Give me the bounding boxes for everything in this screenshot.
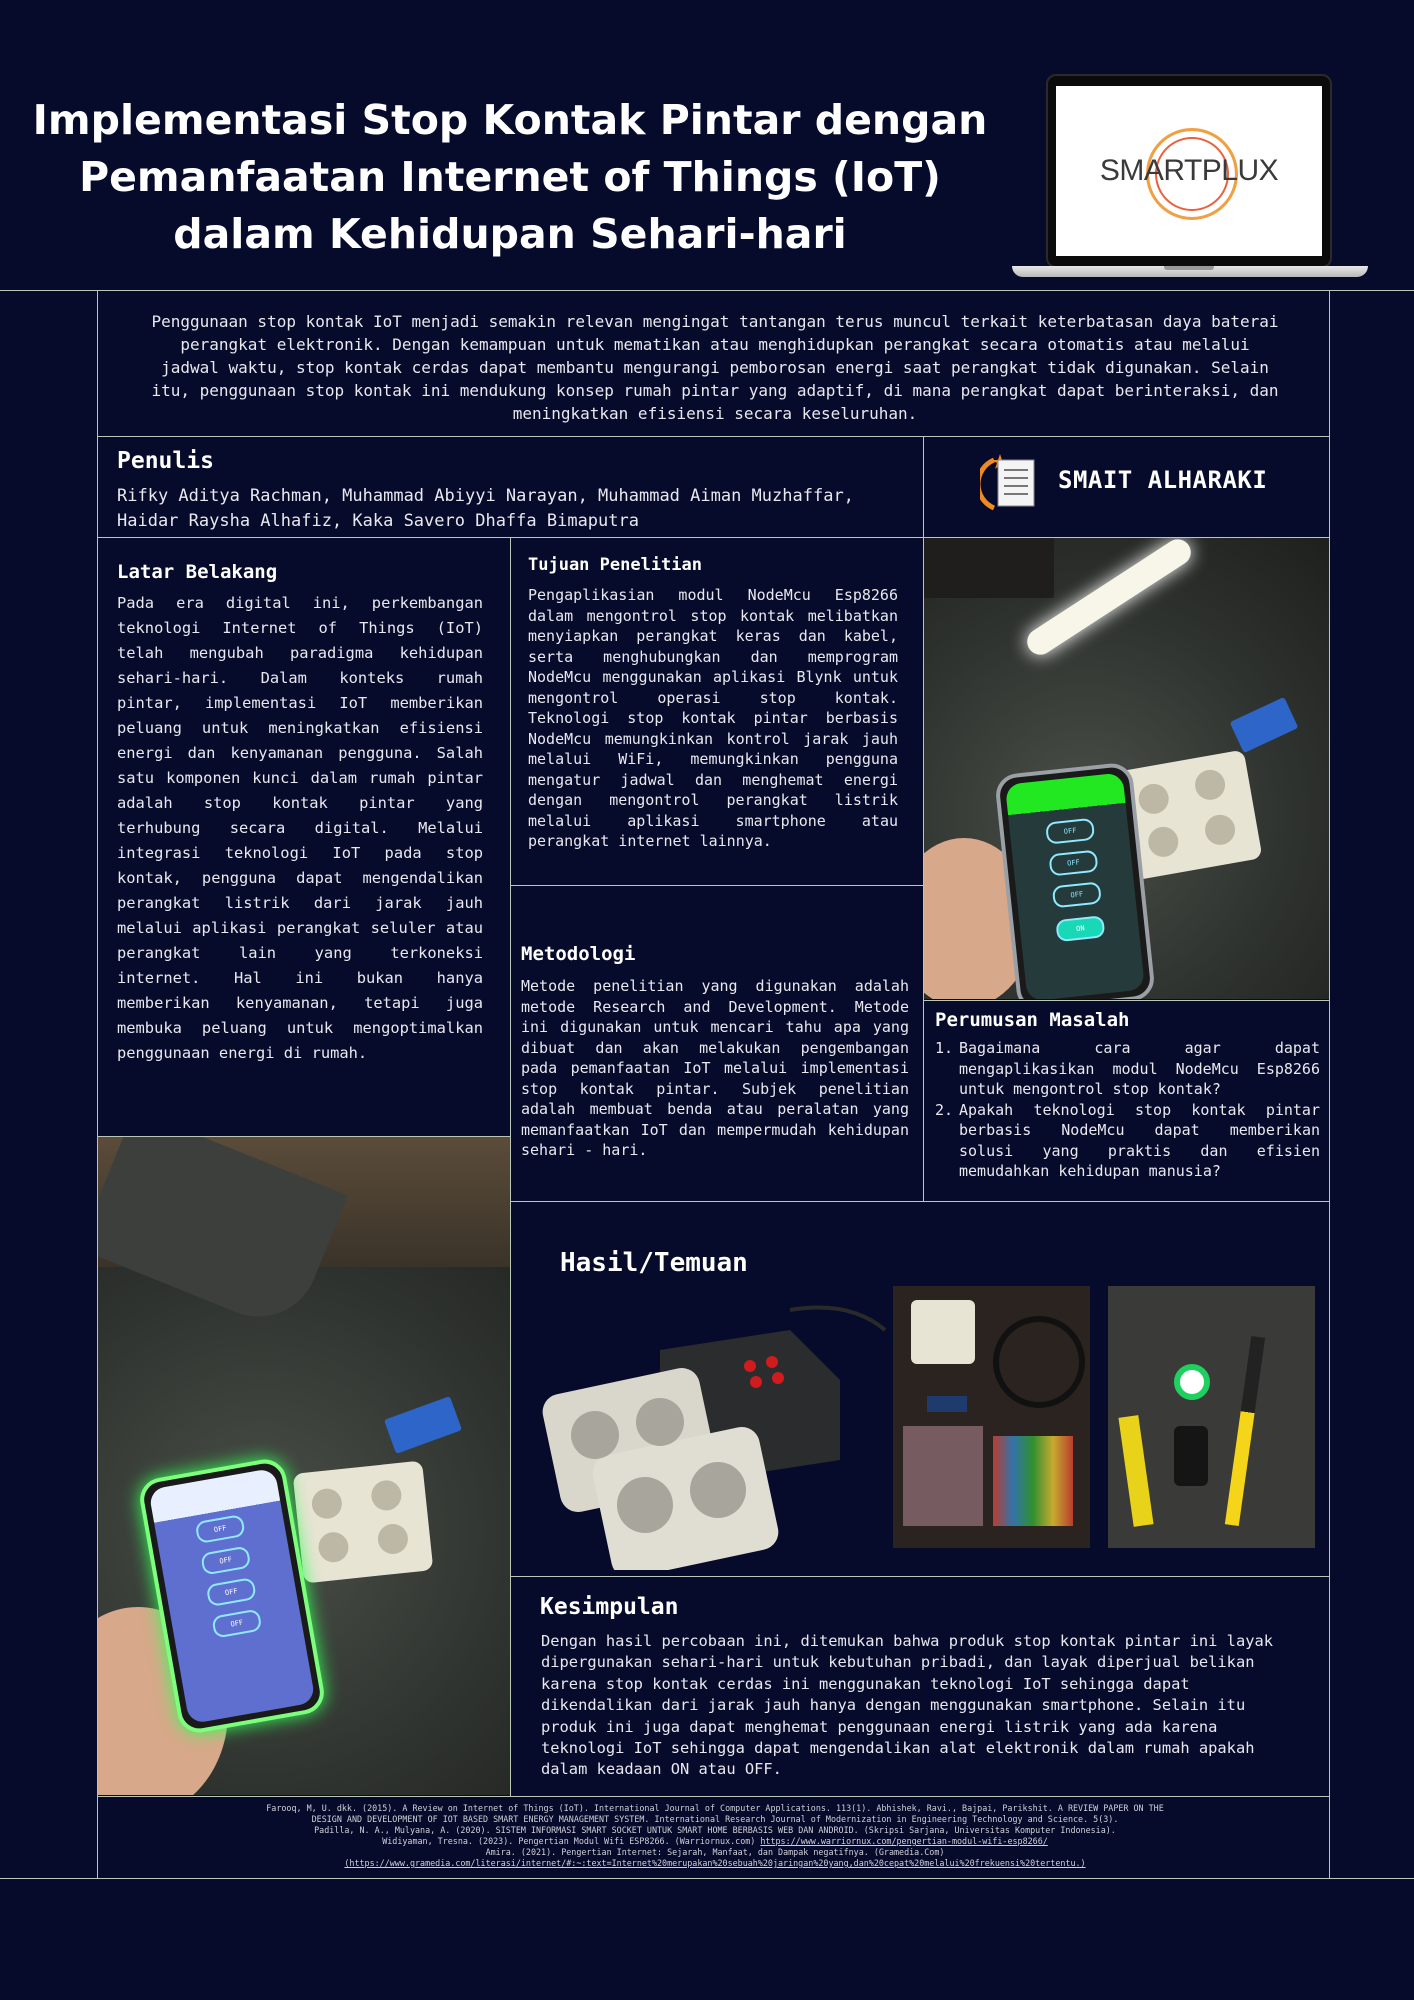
smartphone-icon: OFF OFF OFF ON <box>993 761 1157 999</box>
kesimpulan-heading: Kesimpulan <box>540 1594 679 1620</box>
penulis-divider <box>97 537 1330 538</box>
perumusan-heading: Perumusan Masalah <box>935 1009 1130 1031</box>
socket-icon <box>292 1460 434 1584</box>
laptop-display: SMARTPLUX <box>1056 86 1322 256</box>
left-border <box>97 290 98 1878</box>
list-number: 2. <box>935 1100 954 1119</box>
socket-hole-icon <box>1136 781 1172 817</box>
list-number: 1. <box>935 1039 954 1057</box>
wire-stripper-icon <box>1118 1415 1154 1527</box>
reference-line: Amira. (2021). Pengertian Internet: Seja… <box>485 1847 945 1857</box>
poster-title: Implementasi Stop Kontak Pintar dengan P… <box>32 96 988 258</box>
socket-hole-icon <box>316 1530 350 1564</box>
latar-text: Pada era digital ini, perkembangan tekno… <box>117 594 483 1062</box>
perumusan-item-text: Apakah teknologi stop kontak pintar berb… <box>959 1100 1320 1181</box>
phone-toggle-button: OFF <box>1045 817 1096 845</box>
tujuan-text: Pengaplikasian modul NodeMcu Esp8266 dal… <box>528 586 898 850</box>
socket-hole-icon <box>1202 812 1238 848</box>
phone-toggle-button: OFF <box>1048 849 1099 877</box>
penulis-heading: Penulis <box>117 448 214 474</box>
tujuan-heading: Tujuan Penelitian <box>528 555 702 575</box>
school-name: SMAIT ALHARAKI <box>1058 466 1268 494</box>
metodologi-heading: Metodologi <box>521 943 636 965</box>
reference-text: Widiyaman, Tresna. (2023). Pengertian Mo… <box>382 1836 761 1846</box>
laptop-notch <box>1164 266 1214 270</box>
socket-hole-icon <box>1192 767 1228 803</box>
right-column-divider <box>923 436 924 1201</box>
tools-photo <box>1108 1286 1315 1548</box>
footer-divider <box>0 1878 1414 1879</box>
laptop-illustration: SMARTPLUX <box>1046 74 1332 268</box>
nodemcu-icon <box>927 1396 967 1412</box>
tujuan-divider <box>510 885 923 886</box>
jumper-wires-icon <box>993 1436 1073 1526</box>
references: Farooq, M, U. dkk. (2015). A Review on I… <box>150 1803 1280 1869</box>
phone-toggle-button: OFF <box>205 1577 257 1608</box>
intro-divider <box>97 436 1330 437</box>
phone-toggle-button: OFF <box>211 1608 263 1639</box>
reference-line: DESIGN AND DEVELOPMENT OF IOT BASED SMAR… <box>311 1814 1119 1824</box>
hasil-bottom-divider <box>510 1576 1330 1577</box>
references-divider <box>97 1796 1330 1797</box>
laptop-base <box>1012 266 1368 277</box>
reference-link[interactable]: https://www.warriornux.com/pengertian-mo… <box>760 1836 1048 1846</box>
school-logo-icon <box>975 452 1044 516</box>
product-photo <box>540 1290 890 1578</box>
perumusan-item-text: Bagaimana cara agar dapat mengaplikasika… <box>959 1039 1320 1098</box>
latar-divider <box>97 1136 510 1137</box>
socket-hole-icon <box>369 1478 403 1512</box>
left-column-divider <box>510 537 511 1796</box>
solder-stand-icon <box>1174 1426 1208 1486</box>
authors-list: Rifky Aditya Rachman, Muhammad Abiyyi Na… <box>117 486 854 531</box>
hasil-top-divider <box>510 1201 1330 1202</box>
socket-hole-icon <box>376 1522 410 1556</box>
photo-divider <box>923 1000 1330 1001</box>
logo-ring-icon <box>1146 128 1238 220</box>
soldering-iron-icon <box>1224 1335 1266 1527</box>
hasil-heading: Hasil/Temuan <box>560 1248 748 1278</box>
components-photo <box>893 1286 1090 1548</box>
header-divider <box>0 290 1414 291</box>
perumusan-item: 1. Bagaimana cara agar dapat mengaplikas… <box>935 1038 1320 1100</box>
smartplux-logo: SMARTPLUX <box>1099 154 1279 187</box>
cable-icon <box>993 1316 1085 1408</box>
kesimpulan-text: Dengan hasil percobaan ini, ditemukan ba… <box>541 1632 1274 1779</box>
reference-line: Widiyaman, Tresna. (2023). Pengertian Mo… <box>150 1836 1280 1847</box>
metodologi-text: Metode penelitian yang digunakan adalah … <box>521 977 909 1159</box>
solder-wire-icon <box>1174 1364 1210 1400</box>
intro-paragraph: Penggunaan stop kontak IoT menjadi semak… <box>151 312 1279 423</box>
relay-module-icon <box>1229 696 1299 754</box>
socket-icon <box>911 1300 975 1364</box>
phone-toggle-button: ON <box>1055 915 1106 943</box>
phone-toggle-button: OFF <box>200 1545 252 1576</box>
reference-line: Padilla, N. A., Mulyana, A. (2020). SIST… <box>314 1825 1116 1835</box>
right-border <box>1329 290 1330 1878</box>
photo-phone-control: OFF OFF OFF OFF <box>98 1137 510 1795</box>
reference-link[interactable]: (https://www.gramedia.com/literasi/inter… <box>344 1858 1086 1868</box>
photo-background <box>924 538 1054 598</box>
socket-hole-icon <box>310 1487 344 1521</box>
photo-device-demo: OFF OFF OFF ON <box>924 538 1329 999</box>
phone-toggle-button: OFF <box>1051 881 1102 909</box>
relay-module-icon <box>383 1396 463 1454</box>
parts-bag-icon <box>903 1426 983 1526</box>
reference-line: Farooq, M, U. dkk. (2015). A Review on I… <box>266 1803 1164 1813</box>
perumusan-item: 2. Apakah teknologi stop kontak pintar b… <box>935 1100 1320 1182</box>
socket-hole-icon <box>1145 824 1181 860</box>
phone-screen: OFF OFF OFF OFF <box>148 1467 316 1725</box>
phone-toggle-button: OFF <box>194 1514 246 1545</box>
perumusan-list: 1. Bagaimana cara agar dapat mengaplikas… <box>935 1038 1320 1182</box>
phone-screen: OFF OFF OFF ON <box>1004 772 1146 999</box>
latar-heading: Latar Belakang <box>117 561 278 583</box>
